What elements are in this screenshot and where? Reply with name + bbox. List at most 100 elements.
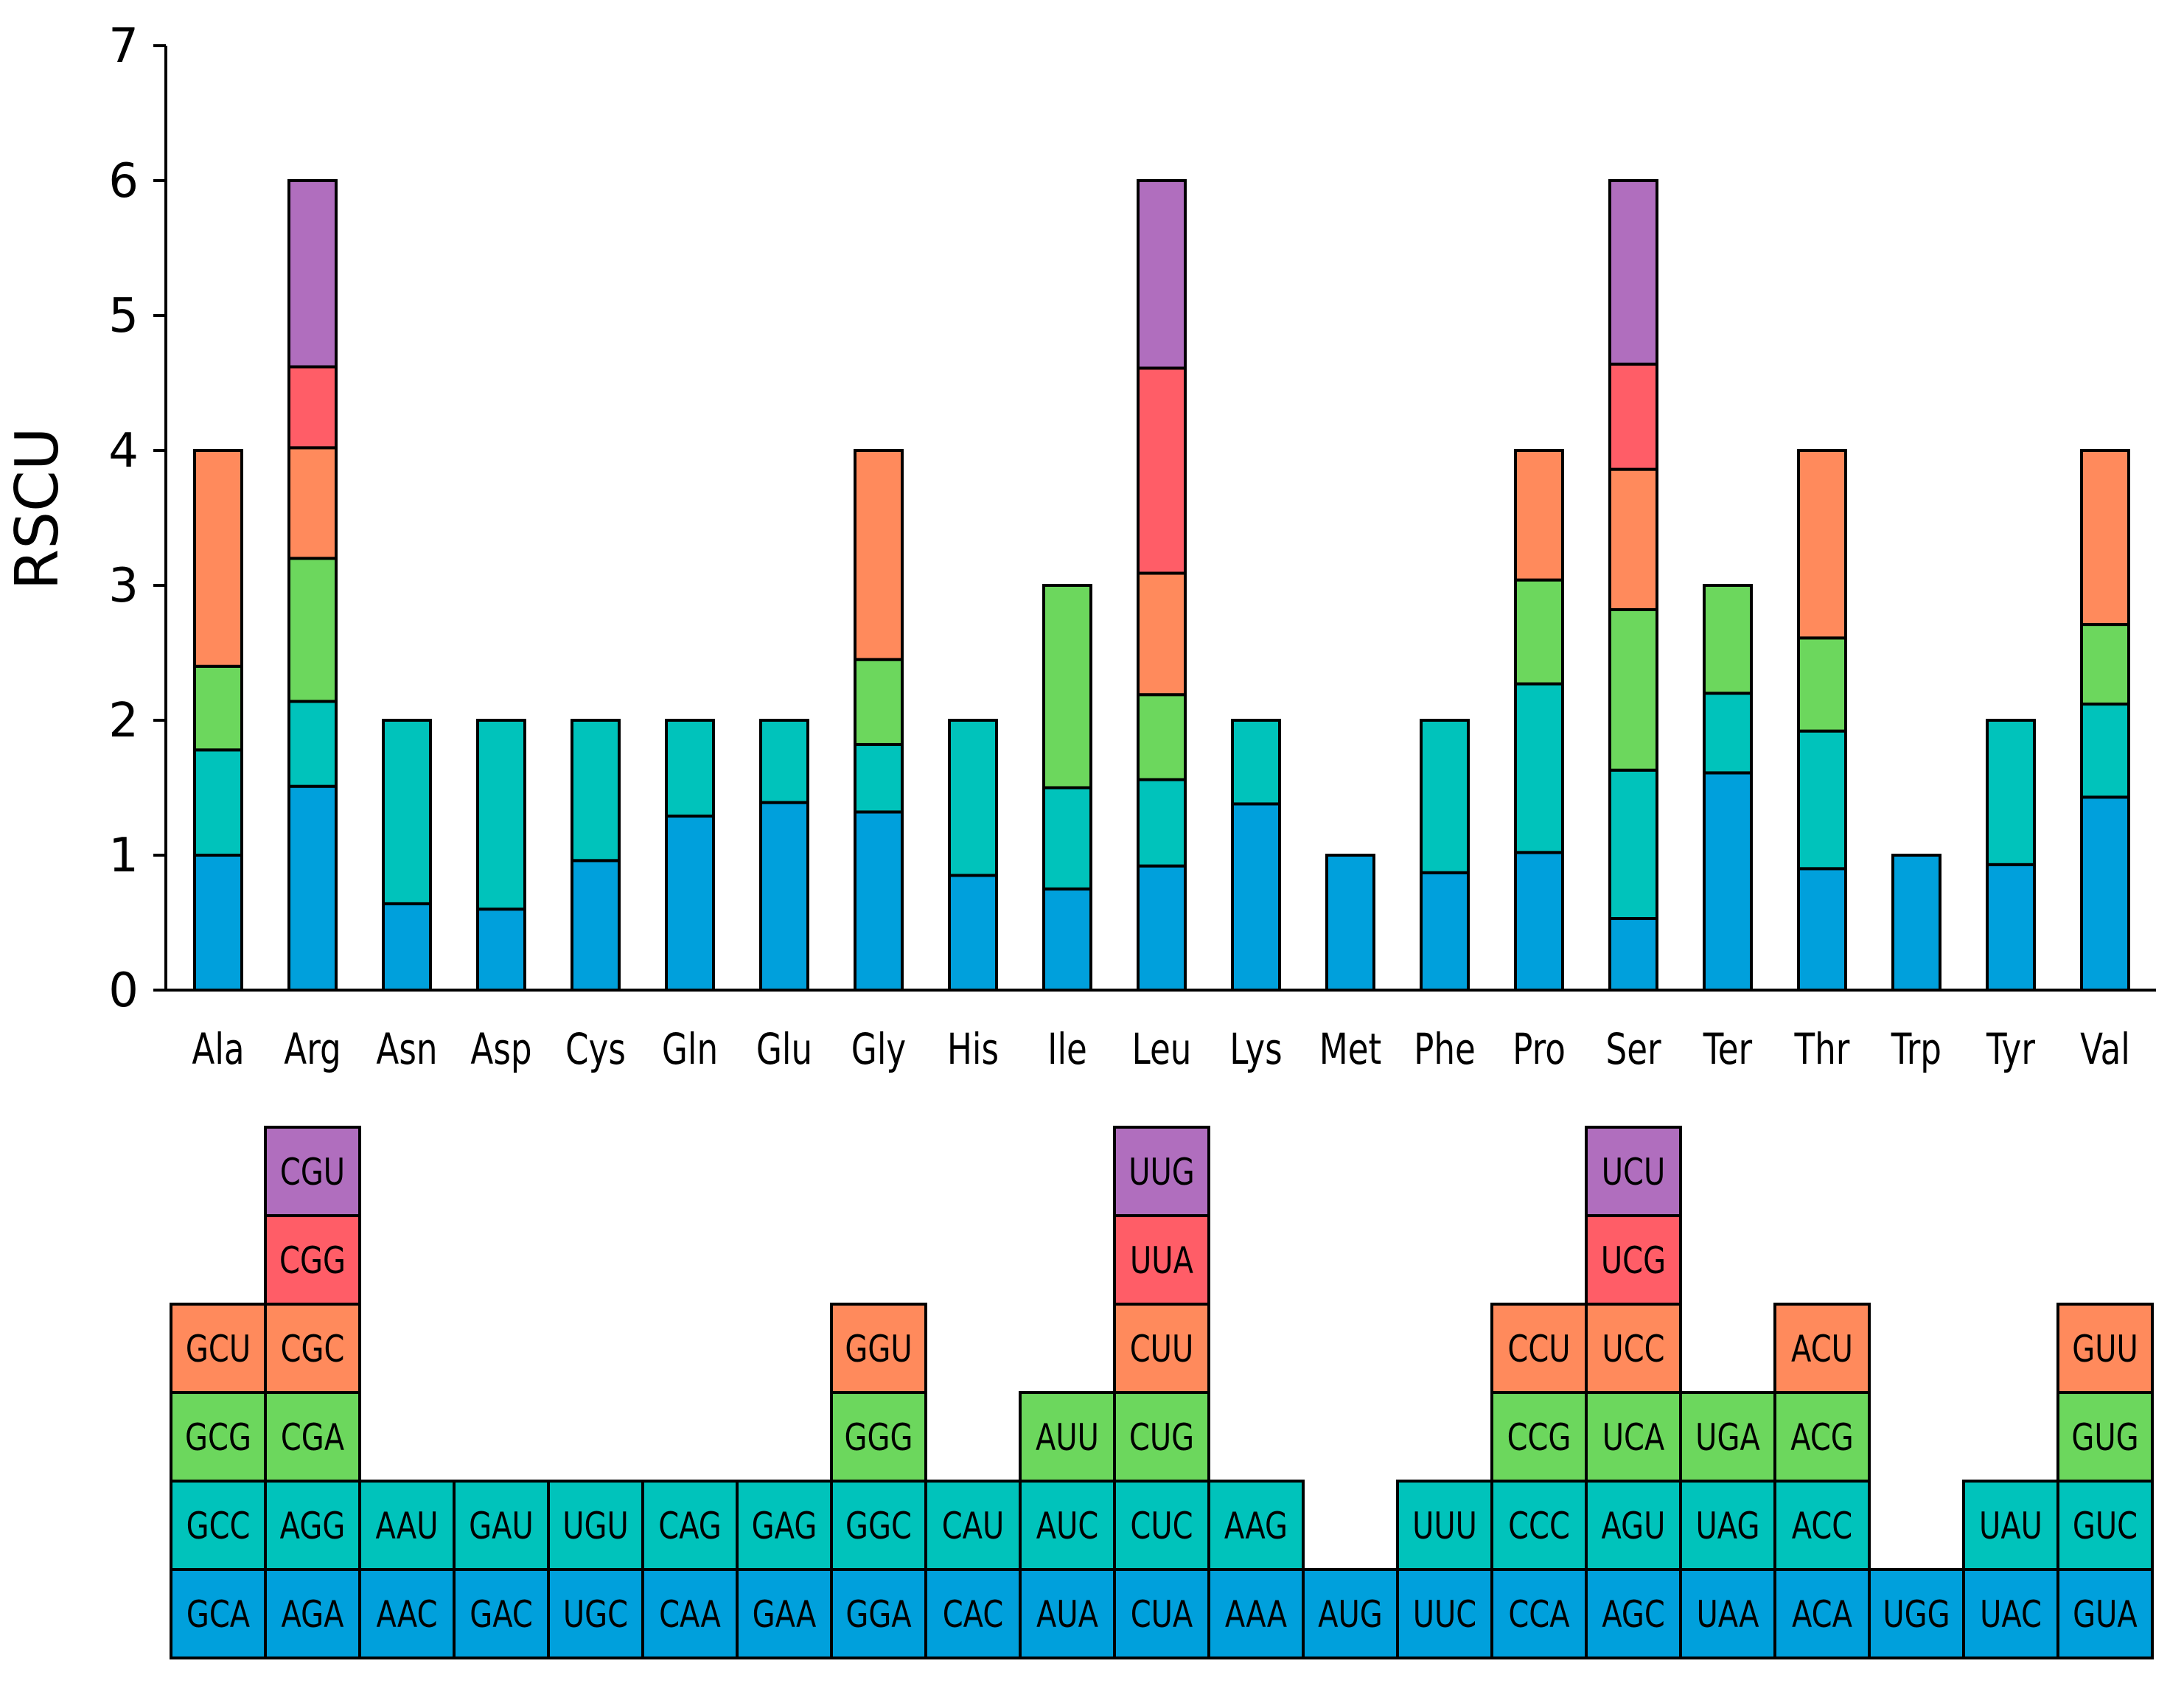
bar-segment-gly-1 [854,810,904,992]
x-tick-label: Gln [662,1025,718,1075]
y-tick-label: 5 [108,289,139,344]
bar-segment-thr-4 [1797,449,1847,640]
x-tick-label: Tyr [1986,1025,2035,1075]
bar-segment-ter-2 [1703,692,1753,775]
y-tick-label: 2 [108,694,139,748]
x-tick-label: Lys [1229,1025,1282,1075]
x-tick-label: Leu [1132,1025,1192,1075]
codon-cell [264,1480,361,1571]
codon-label: GCU [186,1328,251,1371]
codon-label: UCA [1602,1416,1665,1460]
codon-label: GUA [2073,1593,2138,1637]
y-tick-label: 1 [108,829,139,883]
codon-cell [1585,1214,1682,1306]
codon-label: AAG [1224,1505,1288,1548]
x-tick-label: Cys [565,1025,626,1075]
codon-cell [2056,1568,2154,1659]
codon-cell [1396,1480,1493,1571]
codon-label: CUA [1131,1593,1193,1637]
bar-segment-ala-3 [193,664,243,752]
x-tick-label: Gly [851,1025,906,1075]
bar-segment-lys-2 [1231,719,1281,806]
codon-cell [1679,1568,1776,1659]
codon-cell [264,1391,361,1483]
bar-segment-trp-1 [1891,854,1941,992]
bar-segment-met-1 [1325,854,1375,992]
codon-label: GGG [845,1416,913,1460]
bar-segment-asn-1 [382,902,432,992]
x-tick-label: Pro [1513,1025,1566,1075]
codon-label: GUU [2072,1328,2138,1371]
codon-cell [358,1568,456,1659]
y-tick-label: 6 [108,154,139,209]
codon-legend-table: GCA GCC GCG GCU AGA AGG CGA CGC CGG CGU AAC AAU GAC G… [170,1126,2154,1659]
bar-segment-leu-1 [1137,864,1187,992]
codon-cell [924,1480,1022,1571]
codon-label: UGA [1695,1416,1760,1460]
bar-segment-pro-2 [1514,682,1564,854]
codon-label: AGG [280,1505,346,1548]
codon-label: AAC [376,1593,437,1637]
codon-cell [2056,1303,2154,1394]
bar-segment-asp-2 [476,719,526,911]
codon-label: GUG [2071,1416,2138,1460]
y-tick-label: 4 [108,424,139,478]
codon-label: GCG [185,1416,251,1460]
bar-segment-ser-6 [1608,179,1658,366]
codon-cell [1113,1391,1210,1483]
codon-label: AAU [375,1505,438,1548]
codon-label: UAC [1980,1593,2042,1637]
codon-label: ACC [1792,1505,1853,1548]
codon-label: GAG [752,1505,817,1548]
bar-segment-cys-2 [571,719,621,863]
codon-label: UGU [562,1505,629,1548]
codon-cell [2056,1480,2154,1571]
codon-cell [1019,1480,1116,1571]
codon-cell [170,1391,267,1483]
codon-label: AAA [1225,1593,1287,1637]
x-axis-labels: Ala Arg Asn Asp Cys Gln Glu Gly His Ile Leu Lys Met P… [192,1025,2129,1075]
codon-label: ACU [1791,1328,1853,1371]
codon-cell [264,1303,361,1394]
bar-segment-leu-5 [1137,366,1187,575]
codon-cell [264,1214,361,1306]
codon-label: ACG [1790,1416,1854,1460]
codon-label: CGU [280,1151,345,1194]
x-tick-label: Ser [1606,1025,1662,1075]
bar-segment-arg-4 [287,446,338,560]
bar-segment-arg-5 [287,365,338,450]
bar-segment-ser-5 [1608,362,1658,471]
codon-label: AUA [1036,1593,1098,1637]
codon-label: GUC [2073,1505,2138,1548]
codon-cell [1773,1568,1871,1659]
bar-segment-ser-4 [1608,467,1658,611]
codon-cell [264,1568,361,1659]
x-tick-label: Ter [1703,1025,1753,1075]
codon-cell [1396,1568,1493,1659]
codon-cell [1773,1303,1871,1394]
bar-segment-val-1 [2080,795,2130,992]
codon-cell [736,1480,833,1571]
codon-label: UUC [1413,1593,1476,1637]
bar-segment-val-4 [2080,449,2130,627]
bar-segment-val-3 [2080,623,2130,706]
bar-segment-ala-1 [193,854,243,992]
codon-cell [1302,1568,1399,1659]
codon-label: UAU [1979,1505,2042,1548]
bar-segment-tyr-2 [1986,719,2036,866]
codon-label: CCG [1507,1416,1571,1460]
codon-label: CAC [943,1593,1004,1637]
bar-segment-arg-6 [287,179,338,369]
codon-cell [1207,1480,1305,1571]
codon-cell [641,1480,739,1571]
bar-segment-gly-4 [854,449,904,661]
bar-segment-gln-2 [665,719,715,818]
codon-label: AGA [282,1593,344,1637]
codon-label: CGC [281,1328,345,1371]
codon-cell [1113,1568,1210,1659]
codon-cell [924,1568,1022,1659]
codon-cell [1019,1568,1116,1659]
bar-segment-thr-1 [1797,867,1847,992]
codon-cell [1113,1214,1210,1306]
